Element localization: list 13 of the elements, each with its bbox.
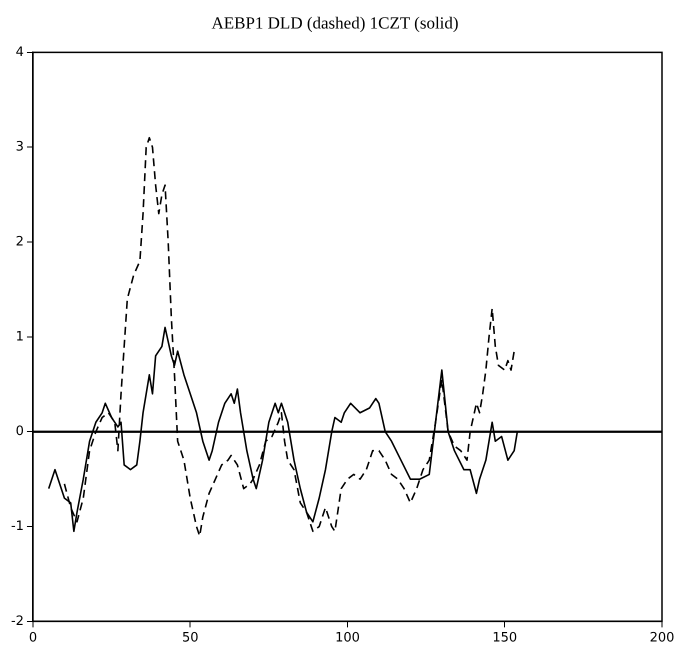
y-tick-label: -2 [10,614,24,629]
y-tick-label: 1 [16,329,24,344]
x-tick-label: 200 [650,630,674,646]
y-tick-label: 2 [16,234,24,250]
y-tick-label: -1 [10,518,24,534]
y-tick-label: 3 [16,140,24,155]
x-tick-label: 150 [492,630,518,646]
x-tick-label: 100 [335,630,360,646]
chart-title: AEBP1 DLD (dashed) 1CZT (solid) [211,14,459,33]
y-tick-label: 0 [16,424,24,440]
y-tick-label: 4 [16,44,24,60]
x-tick-label: 50 [182,630,198,646]
x-tick-label: 0 [28,630,38,646]
